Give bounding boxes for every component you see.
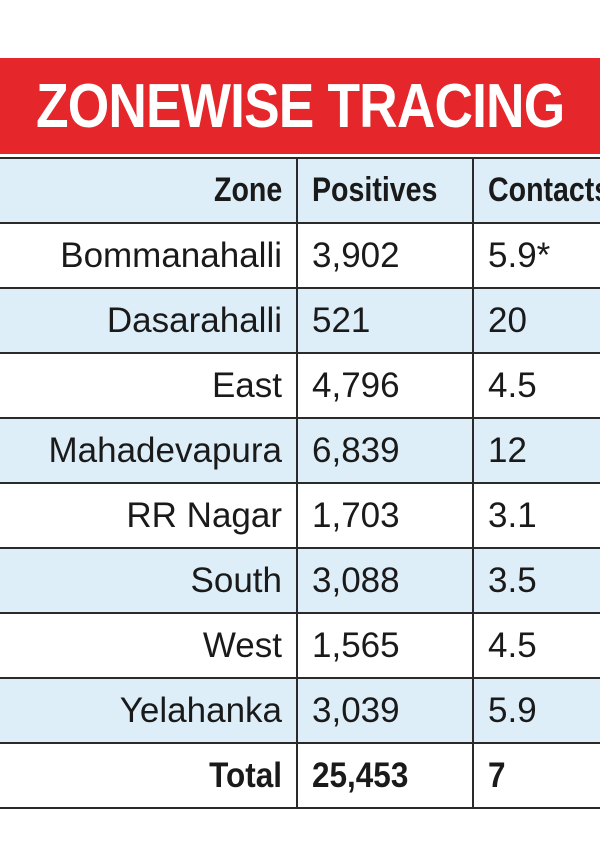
table-row: West 1,565 4.5 (0, 612, 600, 678)
zone-cell: South (0, 547, 298, 613)
positives-cell: 1,703 (297, 482, 474, 548)
zonewise-table: Zone Positives Contacts Bommanahalli 3,9… (0, 157, 600, 809)
total-contacts: 7 (473, 742, 600, 809)
zone-cell: Dasarahalli (0, 287, 298, 353)
table-row: Mahadevapura 6,839 12 (0, 417, 600, 483)
positives-cell: 3,039 (297, 677, 474, 743)
title-banner: ZONEWISE TRACING (0, 58, 600, 154)
total-label: Total (0, 742, 298, 809)
total-row: Total 25,453 7 (0, 742, 600, 809)
positives-cell: 3,902 (297, 222, 474, 288)
contacts-cell: 20 (473, 287, 600, 353)
contacts-cell: 3.1 (473, 482, 600, 548)
table-row: Yelahanka 3,039 5.9 (0, 677, 600, 743)
table-row: East 4,796 4.5 (0, 352, 600, 418)
zone-cell: East (0, 352, 298, 418)
header-contacts: Contacts (473, 157, 600, 223)
table-row: South 3,088 3.5 (0, 547, 600, 613)
zone-cell: RR Nagar (0, 482, 298, 548)
zone-cell: West (0, 612, 298, 678)
header-row: Zone Positives Contacts (0, 157, 600, 223)
zone-cell: Bommanahalli (0, 222, 298, 288)
zone-cell: Mahadevapura (0, 417, 298, 483)
positives-cell: 3,088 (297, 547, 474, 613)
positives-cell: 1,565 (297, 612, 474, 678)
zone-cell: Yelahanka (0, 677, 298, 743)
positives-cell: 6,839 (297, 417, 474, 483)
contacts-cell: 12 (473, 417, 600, 483)
total-positives: 25,453 (297, 742, 474, 809)
table-title: ZONEWISE TRACING (35, 71, 565, 141)
header-positives: Positives (297, 157, 474, 223)
contacts-cell: 4.5 (473, 612, 600, 678)
positives-cell: 4,796 (297, 352, 474, 418)
contacts-cell: 3.5 (473, 547, 600, 613)
positives-cell: 521 (297, 287, 474, 353)
header-zone: Zone (0, 157, 298, 223)
table-row: Bommanahalli 3,902 5.9* (0, 222, 600, 288)
table-row: Dasarahalli 521 20 (0, 287, 600, 353)
table-row: RR Nagar 1,703 3.1 (0, 482, 600, 548)
contacts-cell: 4.5 (473, 352, 600, 418)
contacts-cell: 5.9 (473, 677, 600, 743)
contacts-cell: 5.9* (473, 222, 600, 288)
